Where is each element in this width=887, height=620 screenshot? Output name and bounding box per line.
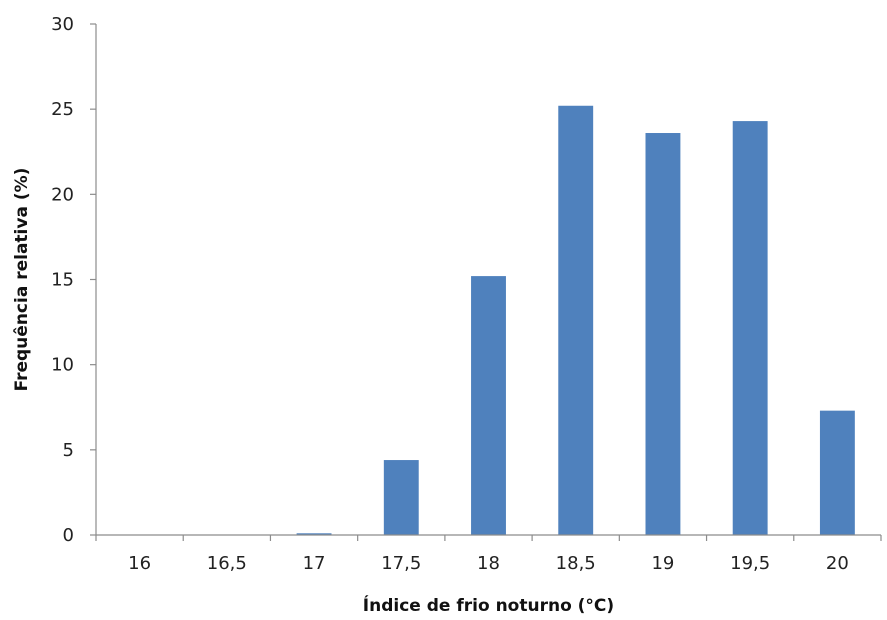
bar xyxy=(558,105,594,535)
x-tick-label: 19 xyxy=(651,553,674,574)
bar xyxy=(645,133,681,535)
x-axis-title: Índice de frio noturno (°C) xyxy=(363,594,614,616)
y-tick-label: 15 xyxy=(51,270,74,291)
bar xyxy=(819,410,855,535)
y-tick-label: 30 xyxy=(51,14,74,35)
bar xyxy=(296,533,332,535)
y-tick-label: 5 xyxy=(63,440,74,461)
x-tick-label: 20 xyxy=(826,553,849,574)
x-tick-label: 17,5 xyxy=(381,553,421,574)
bars xyxy=(296,105,855,535)
y-tick-label: 20 xyxy=(51,184,74,205)
x-tick-label: 18 xyxy=(477,553,500,574)
x-tick-label: 16 xyxy=(128,553,151,574)
x-axis-ticks: 16 16,5 17 17,5 18 18,5 19 19,5 20 xyxy=(95,535,882,574)
y-tick-label: 0 xyxy=(63,525,74,546)
y-axis-ticks: 0 5 10 15 20 25 30 xyxy=(51,14,96,546)
x-tick-label: 17 xyxy=(303,553,326,574)
y-tick-label: 25 xyxy=(51,99,74,120)
x-tick-label: 16,5 xyxy=(207,553,247,574)
x-tick-label: 19,5 xyxy=(730,553,770,574)
y-axis-title: Frequência relativa (%) xyxy=(12,168,32,392)
bar xyxy=(471,276,506,535)
y-tick-label: 10 xyxy=(51,355,74,376)
bar xyxy=(732,121,768,535)
bar xyxy=(383,460,419,535)
x-tick-label: 18,5 xyxy=(556,553,596,574)
